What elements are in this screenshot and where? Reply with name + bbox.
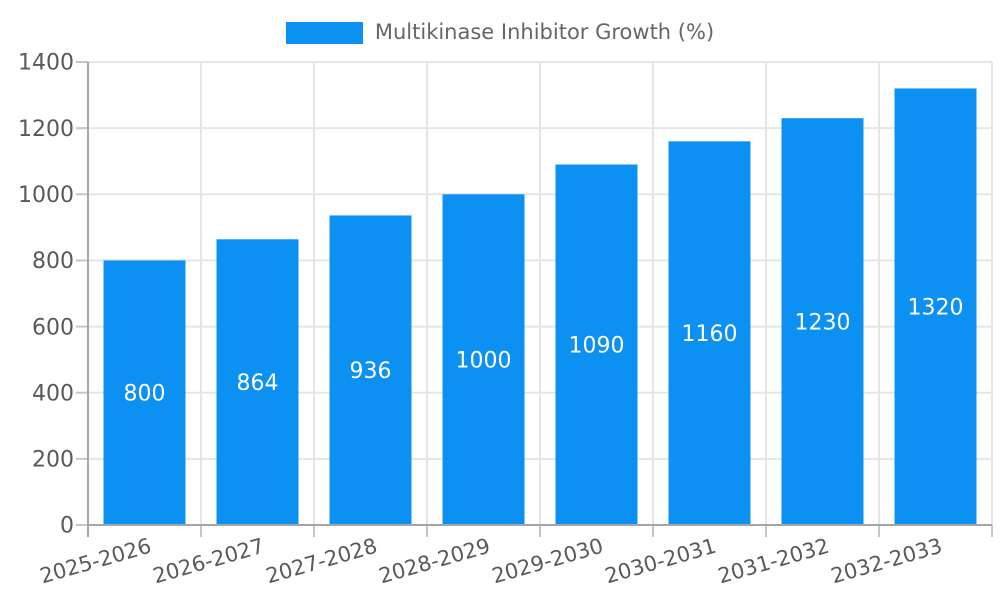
y-tick-label: 400 (32, 381, 74, 406)
bar-value-label: 800 (124, 381, 166, 406)
bar (216, 239, 299, 525)
x-tick-label: 2030-2031 (602, 534, 719, 589)
x-tick-label: 2032-2033 (828, 534, 945, 589)
bar (103, 260, 186, 525)
y-tick-label: 1400 (18, 51, 74, 76)
bar (555, 164, 638, 525)
bar-value-label: 1000 (456, 348, 512, 373)
legend-item[interactable]: Multikinase Inhibitor Growth (%) (0, 19, 1000, 46)
y-tick-label: 1200 (18, 117, 74, 142)
y-tick-label: 600 (32, 315, 74, 340)
legend-swatch[interactable] (285, 21, 363, 44)
bar-value-label: 864 (237, 371, 279, 396)
bar (668, 141, 751, 525)
y-tick-label: 0 (60, 514, 74, 539)
x-tick-label: 2031-2032 (715, 534, 832, 589)
bar-value-label: 1320 (908, 295, 964, 320)
bar (329, 215, 412, 526)
x-tick-label: 2029-2030 (489, 534, 606, 589)
x-tick-label: 2027-2028 (263, 534, 380, 589)
y-tick-label: 200 (32, 448, 74, 473)
x-tick-label: 2026-2027 (150, 534, 267, 589)
bar-value-label: 1230 (795, 310, 851, 335)
bar (781, 118, 864, 525)
bar (894, 88, 977, 525)
y-tick-label: 1000 (18, 183, 74, 208)
bar-value-label: 936 (350, 359, 392, 384)
bar (442, 194, 525, 526)
legend-label: Multikinase Inhibitor Growth (%) (374, 20, 715, 44)
y-tick-label: 800 (32, 249, 74, 274)
bar-value-label: 1160 (682, 322, 738, 347)
x-tick-label: 2028-2029 (376, 534, 493, 589)
bar-value-label: 1090 (569, 333, 625, 358)
x-tick-label: 2025-2026 (37, 534, 154, 589)
